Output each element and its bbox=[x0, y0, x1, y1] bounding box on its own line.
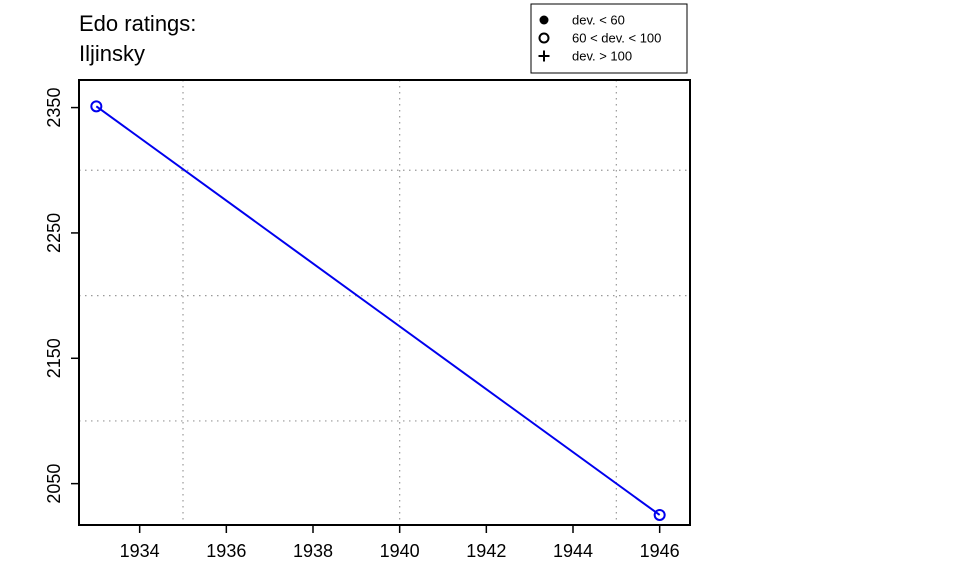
x-tick-label: 1944 bbox=[553, 541, 593, 561]
x-axis: 1934 1936 1938 1940 1942 1944 1946 bbox=[120, 525, 680, 561]
data-point bbox=[90, 100, 103, 113]
x-tick-label: 1942 bbox=[466, 541, 506, 561]
legend-entry-label: 60 < dev. < 100 bbox=[572, 31, 661, 46]
x-tick-label: 1938 bbox=[293, 541, 333, 561]
y-tick-label: 2150 bbox=[44, 338, 64, 378]
x-tick-label: 1934 bbox=[120, 541, 160, 561]
plot-area-frame bbox=[78, 79, 691, 526]
chart-title-line-1: Edo ratings: bbox=[79, 11, 196, 36]
legend: dev. < 60 60 < dev. < 100 dev. > 100 bbox=[530, 3, 688, 74]
series-layer bbox=[90, 100, 666, 521]
x-tick-label: 1936 bbox=[206, 541, 246, 561]
legend-entry-label: dev. > 100 bbox=[572, 49, 632, 64]
x-tick-label: 1940 bbox=[380, 541, 420, 561]
legend-open-circle-icon bbox=[538, 32, 550, 44]
legend-box bbox=[530, 3, 688, 74]
y-tick-label: 2050 bbox=[44, 464, 64, 504]
grid bbox=[79, 80, 690, 525]
y-tick-label: 2250 bbox=[44, 213, 64, 253]
legend-entry-label: dev. < 60 bbox=[572, 13, 625, 28]
data-point bbox=[653, 508, 666, 521]
legend-plus-icon bbox=[538, 50, 550, 62]
series-line bbox=[95, 105, 661, 516]
y-tick-label: 2350 bbox=[44, 88, 64, 128]
legend-filled-circle-icon bbox=[539, 15, 549, 25]
y-axis: 2050 2150 2250 2350 bbox=[44, 88, 79, 504]
chart-title-line-2: Iljinsky bbox=[79, 41, 145, 66]
x-tick-label: 1946 bbox=[640, 541, 680, 561]
